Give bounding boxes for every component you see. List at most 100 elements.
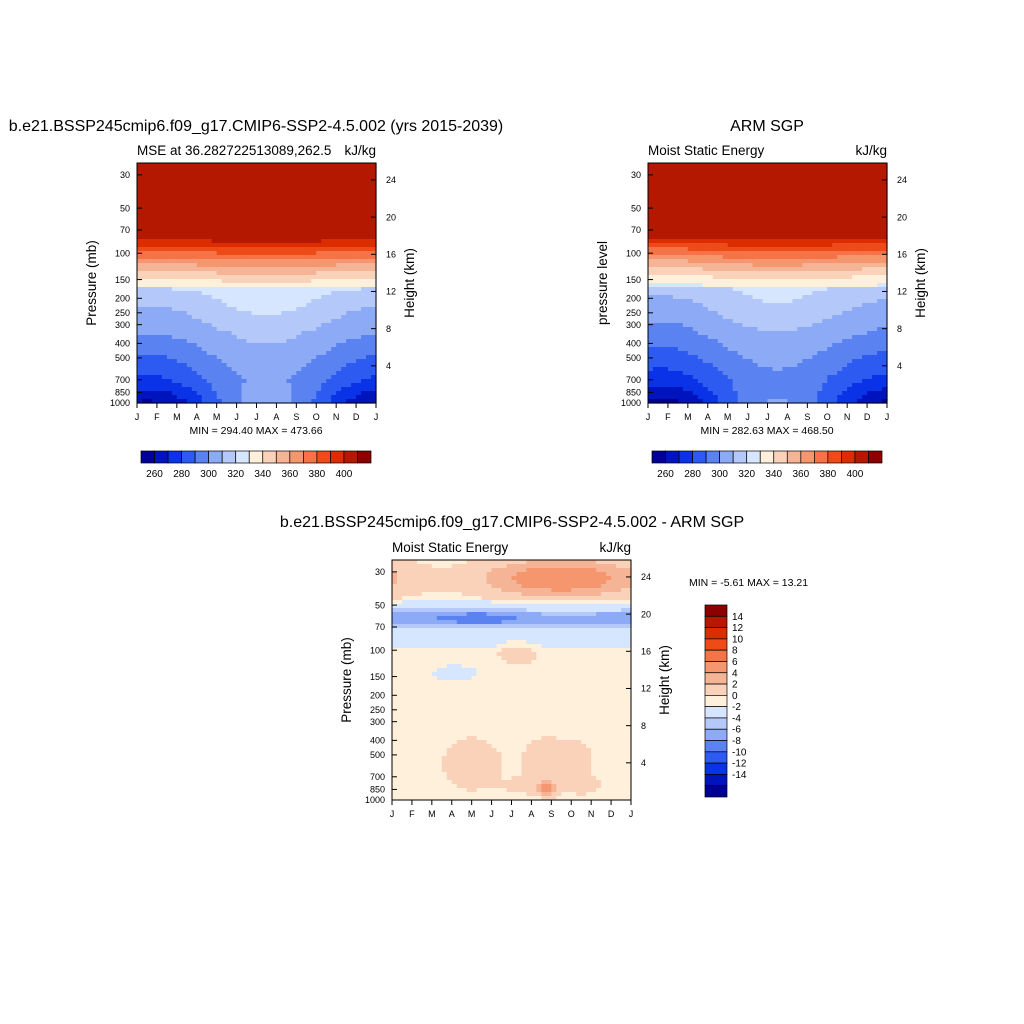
panel-title: b.e21.BSSP245cmip6.f09_g17.CMIP6-SSP2-4.… [9, 118, 504, 135]
contour-cell [186, 391, 193, 396]
contour-cell [717, 231, 724, 236]
contour-cell [166, 259, 173, 264]
contour-cell [291, 231, 297, 236]
contour-cell [226, 267, 233, 272]
contour-cell [226, 291, 233, 296]
contour-cell [837, 255, 843, 260]
contour-cell [361, 267, 367, 272]
contour-cell [877, 175, 883, 180]
contour-cell [361, 335, 367, 340]
contour-cell [351, 359, 357, 364]
contour-cell [707, 219, 714, 224]
contour-cell [276, 363, 282, 368]
contour-cell [667, 175, 674, 180]
contour-cell [757, 275, 764, 280]
contour-cell [837, 275, 843, 280]
contour-cell [346, 223, 352, 228]
contour-cell [657, 187, 664, 192]
contour-cell [356, 259, 362, 264]
contour-cell [842, 211, 848, 216]
contour-cell [812, 319, 818, 324]
contour-cell [366, 295, 372, 300]
contour-cell [171, 215, 178, 220]
contour-cell [712, 199, 719, 204]
contour-cell [777, 279, 784, 284]
contour-cell [266, 223, 273, 228]
contour-cell [742, 319, 749, 324]
contour-cell [251, 383, 258, 388]
contour-cell [286, 215, 292, 220]
contour-cell [276, 231, 282, 236]
contour-cell [271, 279, 278, 284]
contour-cell [216, 203, 223, 208]
contour-cell [767, 199, 774, 204]
contour-cell [191, 355, 198, 360]
contour-cell [321, 251, 327, 256]
contour-cell [321, 171, 327, 176]
contour-cell [141, 195, 148, 200]
contour-cell [206, 339, 213, 344]
contour-cell [261, 383, 268, 388]
contour-cell [206, 359, 213, 364]
contour-cell [341, 231, 347, 236]
contour-cell [261, 179, 268, 184]
contour-cell [176, 339, 183, 344]
contour-cell [261, 279, 268, 284]
contour-cell [191, 179, 198, 184]
contour-cell [281, 243, 287, 248]
contour-cell [211, 311, 218, 316]
contour-cell [867, 267, 873, 272]
contour-cell [862, 303, 868, 308]
contour-cell [857, 203, 863, 208]
contour-cell [236, 179, 243, 184]
contour-cell [276, 355, 282, 360]
contour-cell [196, 195, 203, 200]
contour-cell [326, 219, 332, 224]
contour-cell [762, 291, 769, 296]
x-tick-label: F [154, 412, 160, 422]
contour-cell [717, 291, 724, 296]
contour-cell [296, 175, 302, 180]
contour-cell [201, 291, 208, 296]
contour-cell [677, 227, 684, 232]
contour-cell [291, 215, 297, 220]
contour-cell [241, 183, 248, 188]
contour-cell [712, 303, 719, 308]
contour-cell [296, 239, 302, 244]
contour-cell [336, 267, 342, 272]
contour-cell [251, 259, 258, 264]
contour-cell [782, 195, 789, 200]
contour-cell [857, 287, 863, 292]
contour-cell [331, 179, 337, 184]
contour-cell [356, 355, 362, 360]
contour-cell [156, 395, 163, 400]
contour-cell [176, 199, 183, 204]
contour-cell [321, 371, 327, 376]
contour-cell [291, 199, 297, 204]
contour-cell [351, 395, 357, 400]
contour-cell [797, 175, 803, 180]
contour-cell [291, 163, 297, 168]
contour-cell [206, 307, 213, 312]
contour-cell [712, 267, 719, 272]
contour-field [648, 163, 888, 404]
contour-cell [712, 283, 719, 288]
obs-mse-panel: ARM SGP Moist Static Energy kJ/kg 305070… [595, 118, 928, 480]
contour-cell [281, 203, 287, 208]
contour-cell [231, 363, 238, 368]
contour-cell [697, 315, 704, 320]
contour-cell [331, 311, 337, 316]
contour-cell [296, 211, 302, 216]
contour-cell [752, 295, 759, 300]
contour-cell [346, 327, 352, 332]
contour-cell [316, 263, 322, 268]
contour-cell [246, 255, 253, 260]
contour-cell [326, 179, 332, 184]
contour-cell [842, 231, 848, 236]
contour-cell [291, 367, 297, 372]
contour-cell [146, 171, 153, 176]
contour-cell [371, 307, 377, 312]
contour-cell [722, 167, 729, 172]
contour-cell [797, 223, 803, 228]
contour-cell [201, 251, 208, 256]
